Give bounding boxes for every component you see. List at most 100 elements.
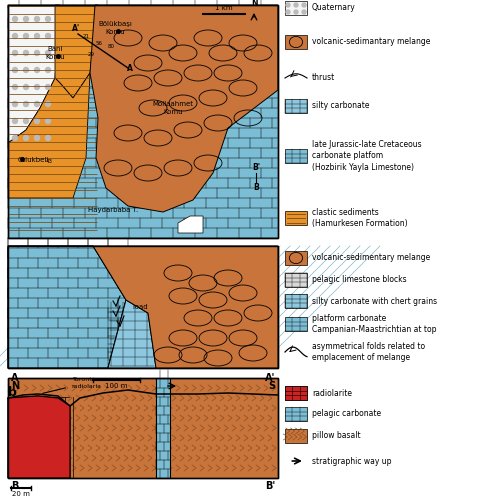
Polygon shape: [93, 246, 278, 368]
Text: B: B: [11, 481, 18, 491]
Bar: [8, 378, 278, 478]
Text: 21: 21: [83, 34, 90, 39]
Polygon shape: [8, 396, 70, 478]
Bar: [8, 5, 278, 238]
Text: volcanic-sedimantary melange: volcanic-sedimantary melange: [312, 38, 430, 47]
Circle shape: [12, 119, 18, 124]
Circle shape: [46, 16, 51, 21]
Bar: [285, 386, 307, 400]
Polygon shape: [8, 246, 126, 368]
Text: B: B: [253, 183, 259, 192]
Text: 1 km: 1 km: [215, 5, 233, 11]
Bar: [8, 5, 278, 238]
Text: Bölükbaşı
Komu: Bölükbaşı Komu: [98, 21, 132, 35]
Text: 56: 56: [96, 41, 103, 46]
Circle shape: [34, 135, 40, 140]
Circle shape: [34, 84, 40, 89]
Text: N: N: [251, 0, 257, 8]
Text: 20 m: 20 m: [12, 491, 30, 496]
Text: A': A': [72, 24, 80, 33]
Text: A': A': [264, 373, 275, 383]
Bar: [8, 246, 278, 368]
Polygon shape: [8, 396, 70, 478]
Circle shape: [302, 10, 306, 14]
Circle shape: [302, 3, 306, 7]
Circle shape: [24, 34, 28, 39]
Circle shape: [24, 16, 28, 21]
Text: volcanic-sedimentary melange: volcanic-sedimentary melange: [312, 253, 430, 262]
Circle shape: [34, 16, 40, 21]
Polygon shape: [90, 5, 278, 212]
Circle shape: [46, 34, 51, 39]
Circle shape: [294, 3, 298, 7]
Bar: [285, 294, 307, 308]
Circle shape: [294, 10, 298, 14]
Text: B': B': [252, 163, 260, 172]
Bar: [8, 5, 278, 238]
Text: Haydarbaba T.: Haydarbaba T.: [88, 207, 138, 213]
Text: Mollaahmet
Komu: Mollaahmet Komu: [152, 101, 194, 115]
Circle shape: [34, 67, 40, 72]
Text: A: A: [11, 373, 18, 383]
Bar: [285, 429, 307, 443]
Circle shape: [46, 67, 51, 72]
Text: B': B': [265, 481, 275, 491]
Text: 100 m: 100 m: [105, 383, 127, 389]
Text: pillow basalt: pillow basalt: [312, 432, 360, 440]
Circle shape: [12, 34, 18, 39]
Circle shape: [24, 51, 28, 56]
Circle shape: [24, 84, 28, 89]
Text: 80: 80: [108, 44, 115, 49]
Circle shape: [12, 84, 18, 89]
Circle shape: [12, 102, 18, 107]
Bar: [285, 317, 307, 331]
Text: 29: 29: [88, 52, 95, 57]
Bar: [285, 251, 307, 265]
Text: c: c: [8, 493, 16, 496]
Bar: [285, 35, 307, 49]
Text: NW: NW: [11, 249, 30, 259]
Circle shape: [24, 119, 28, 124]
Circle shape: [34, 51, 40, 56]
Polygon shape: [8, 73, 90, 198]
Text: a: a: [8, 248, 16, 261]
Circle shape: [12, 51, 18, 56]
Circle shape: [24, 135, 28, 140]
Bar: [285, 149, 307, 163]
Text: Otlukbeli: Otlukbeli: [18, 157, 50, 163]
Text: late Jurassic-late Cretaceous
carbonate platfom
(Hozbirik Yayla Limestone): late Jurassic-late Cretaceous carbonate …: [312, 140, 422, 172]
Circle shape: [286, 10, 290, 14]
Circle shape: [34, 119, 40, 124]
Text: S: S: [268, 381, 275, 391]
Text: Quaternary: Quaternary: [312, 3, 356, 12]
Bar: [285, 211, 307, 225]
Polygon shape: [8, 246, 126, 368]
Bar: [8, 246, 278, 368]
Circle shape: [46, 84, 51, 89]
Text: road: road: [132, 304, 148, 310]
Circle shape: [12, 67, 18, 72]
Text: radiolarite: radiolarite: [312, 388, 352, 397]
Bar: [285, 273, 307, 287]
Circle shape: [46, 51, 51, 56]
Text: b: b: [8, 386, 17, 399]
Circle shape: [46, 119, 51, 124]
Text: A: A: [127, 64, 133, 73]
Text: pelagic limestone blocks: pelagic limestone blocks: [312, 275, 406, 285]
Circle shape: [286, 3, 290, 7]
Polygon shape: [8, 5, 60, 143]
Polygon shape: [108, 300, 156, 368]
Text: platform carbonate
Campanian-Maastrichtian at top: platform carbonate Campanian-Maastrichti…: [312, 313, 436, 334]
Circle shape: [12, 135, 18, 140]
Polygon shape: [108, 300, 156, 368]
Text: silty carbonate: silty carbonate: [312, 102, 370, 111]
Bar: [156, 378, 170, 478]
Text: thrust: thrust: [312, 73, 335, 82]
Bar: [285, 99, 307, 113]
Bar: [8, 378, 278, 478]
Text: silty carbonate with chert grains: silty carbonate with chert grains: [312, 297, 437, 306]
Text: Bani
Komu: Bani Komu: [45, 46, 65, 60]
Circle shape: [24, 67, 28, 72]
Polygon shape: [55, 5, 98, 98]
Text: SE: SE: [261, 249, 275, 259]
